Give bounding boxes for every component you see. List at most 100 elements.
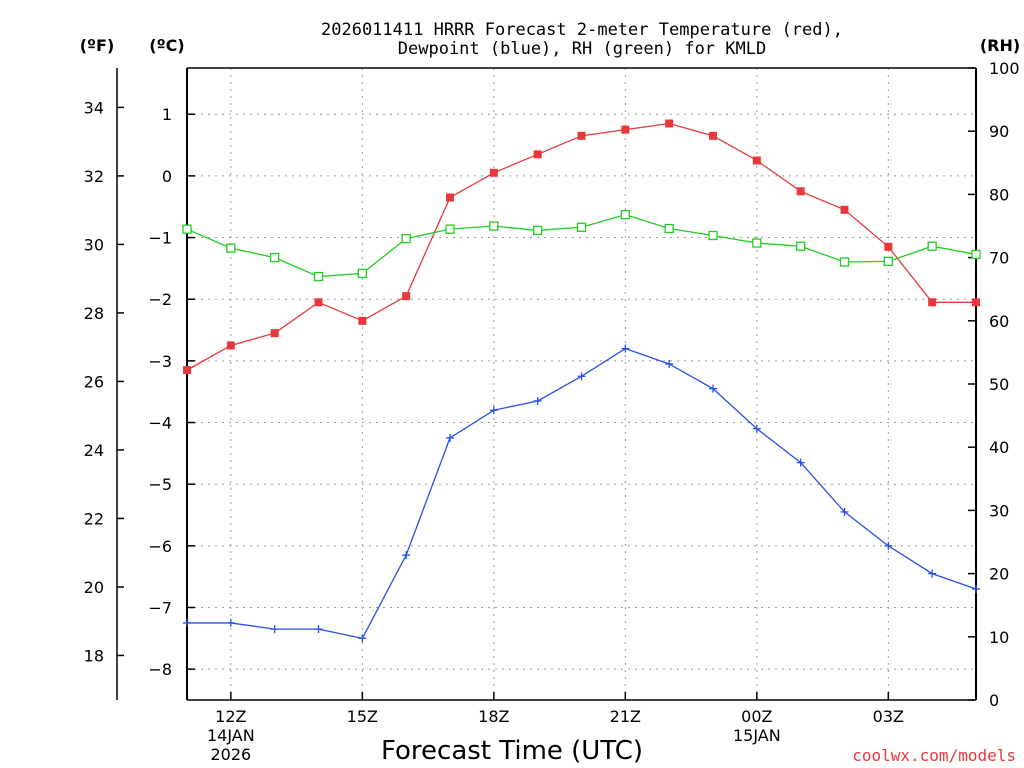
celsius-axis-ticks: 1 0 −1 −2 −3 −4 −5 −6 −7 −8 [148, 105, 195, 679]
fahrenheit-tick-label: 30 [84, 235, 104, 254]
rh-tick-label: 20 [989, 565, 1009, 584]
temperature-point [446, 193, 454, 202]
rh-point [445, 224, 455, 234]
rh-unit-label: (RH) [980, 36, 1020, 55]
rh-tick-label: 30 [989, 501, 1009, 520]
temperature-point [226, 341, 235, 350]
dewpoint-point [972, 585, 980, 594]
temperature-point [928, 298, 937, 307]
temperature-point [270, 329, 279, 338]
rh-point [796, 241, 806, 251]
chart-title-line1: 2026011411 HRRR Forecast 2-meter Tempera… [321, 20, 843, 40]
celsius-tick-label: 0 [162, 167, 172, 186]
rh-tick-label: 90 [989, 122, 1009, 141]
fahrenheit-tick-label: 18 [84, 646, 104, 665]
celsius-tick-label: −7 [148, 599, 172, 618]
chart-title-line2: Dewpoint (blue), RH (green) for KMLD [398, 39, 766, 59]
rh-tick-label: 0 [989, 691, 999, 710]
x-tick-label: 12Z [215, 707, 246, 726]
temperature-point [402, 292, 411, 301]
rh-point [620, 209, 630, 220]
temperature-point [183, 366, 191, 375]
rh-point [883, 256, 893, 267]
dewpoint-point [752, 424, 761, 433]
dewpoint-point [489, 406, 498, 415]
rh-point [708, 230, 718, 241]
x-tick-date-label: 15JAN [733, 726, 781, 745]
fahrenheit-tick-label: 22 [84, 509, 104, 528]
dewpoint-point [446, 433, 454, 442]
rh-tick-label: 40 [989, 438, 1009, 457]
temperature-point [577, 131, 586, 140]
celsius-tick-label: −4 [148, 414, 172, 433]
dewpoint-point [270, 625, 279, 634]
temperature-point [884, 242, 893, 251]
dewpoint-point [928, 569, 937, 578]
fahrenheit-axis-ticks: 34 32 30 28 26 24 22 20 18 [84, 98, 124, 665]
fahrenheit-tick-label: 20 [84, 578, 104, 597]
x-tick-date-label: 14JAN [207, 726, 255, 745]
dewpoint-series-line [187, 347, 977, 640]
rh-point [357, 268, 367, 279]
dewpoint-point [665, 359, 674, 368]
rh-point [270, 252, 280, 263]
celsius-tick-label: −2 [148, 290, 172, 309]
rh-tick-label: 10 [989, 628, 1009, 647]
rh-point [226, 243, 236, 253]
x-tick-label: 21Z [610, 707, 641, 726]
temperature-point [358, 316, 367, 325]
temperature-point [489, 168, 498, 177]
celsius-tick-label: −1 [148, 229, 172, 248]
celsius-unit-label: (ºC) [149, 36, 184, 55]
temperature-point [621, 125, 630, 134]
temperature-point [533, 150, 542, 159]
temperature-point [665, 119, 674, 128]
celsius-tick-label: −6 [148, 537, 172, 556]
rh-point [664, 223, 674, 234]
rh-point [401, 233, 411, 244]
dewpoint-point [709, 384, 717, 393]
rh-point [927, 241, 937, 251]
credit-text: coolwx.com/models [852, 746, 1016, 765]
temperature-series-line [186, 122, 976, 371]
rh-tick-label: 50 [989, 375, 1009, 394]
dewpoint-point [533, 396, 542, 405]
rh-point [533, 225, 543, 236]
x-tick-year-label: 2026 [210, 745, 251, 764]
dewpoint-point [840, 507, 849, 516]
data-series [182, 119, 981, 643]
celsius-tick-label: −5 [148, 475, 172, 494]
celsius-tick-label: −8 [148, 660, 172, 679]
celsius-tick-label: −3 [148, 352, 172, 371]
rh-tick-label: 80 [989, 185, 1009, 204]
rh-point [489, 221, 499, 231]
dewpoint-point [884, 541, 893, 550]
rh-point [182, 224, 192, 234]
x-tick-label: 03Z [873, 707, 904, 726]
rh-point [971, 249, 981, 260]
fahrenheit-tick-label: 24 [84, 441, 104, 460]
x-tick-label: 00Z [741, 707, 772, 726]
temperature-point [840, 205, 849, 214]
dewpoint-point [621, 344, 630, 353]
x-axis-label: Forecast Time (UTC) [381, 736, 643, 766]
fahrenheit-tick-label: 26 [84, 372, 104, 391]
x-tick-label: 15Z [347, 707, 378, 726]
rh-point [576, 222, 587, 232]
rh-point [839, 257, 850, 267]
temperature-point [709, 131, 717, 140]
temperature-point [752, 156, 761, 165]
x-tick-label: 18Z [478, 707, 509, 726]
rh-tick-label: 60 [989, 312, 1009, 331]
grid-lines [187, 68, 976, 700]
fahrenheit-unit-label: (ºF) [80, 36, 115, 55]
fahrenheit-tick-label: 32 [84, 167, 104, 186]
dewpoint-point [226, 618, 235, 627]
fahrenheit-tick-label: 34 [84, 98, 104, 117]
temperature-point [972, 298, 980, 307]
dewpoint-point [358, 634, 367, 643]
rh-tick-label: 70 [989, 249, 1009, 268]
dewpoint-point [314, 625, 323, 634]
temperature-point [796, 187, 805, 196]
